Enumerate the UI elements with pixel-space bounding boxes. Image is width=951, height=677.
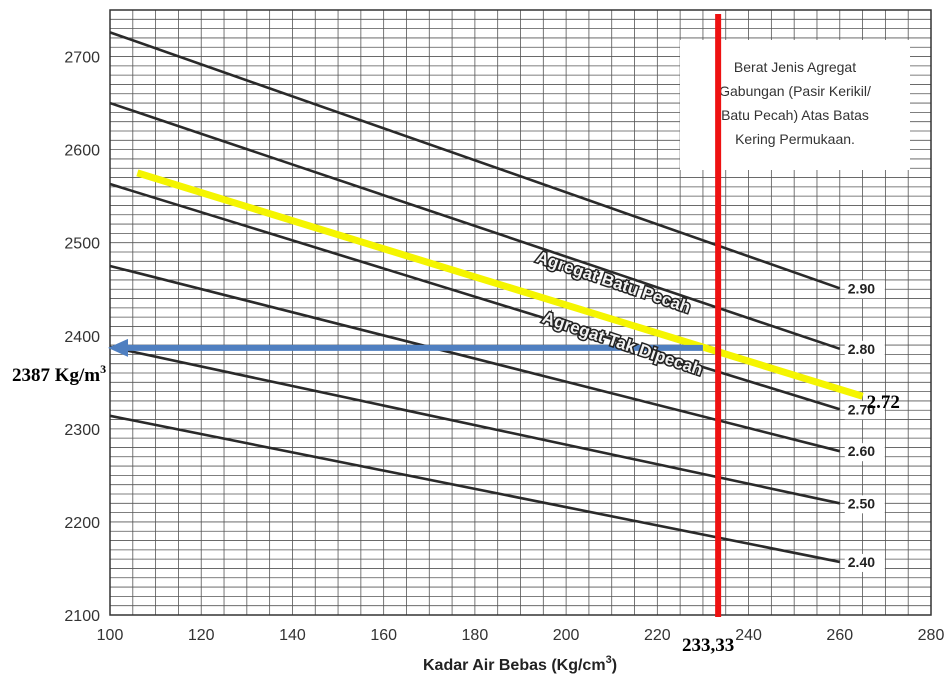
series-label-background	[844, 443, 885, 462]
x-tick-label: 280	[918, 627, 945, 644]
series-label: 2.80	[848, 341, 875, 357]
y-tick-label: 2500	[64, 236, 100, 253]
interpolated-line	[136, 169, 864, 400]
result-arrow-head	[108, 338, 128, 357]
series-label: 2.60	[848, 443, 875, 459]
series-label-background	[844, 280, 885, 299]
series-label: 2.70	[848, 401, 875, 417]
x-tick-label: 200	[553, 627, 580, 644]
series-label: 2.50	[848, 495, 875, 511]
x-tick-label: 100	[97, 627, 124, 644]
y-tick-label: 2100	[64, 608, 100, 625]
interpolated-line-label: 2.72	[867, 392, 900, 413]
series-label-background	[844, 401, 885, 420]
plot-frame	[109, 9, 932, 616]
annotations	[108, 14, 864, 617]
axes: 100 120 140 160 180 200 220 240 260 280 2100 2200 23…	[64, 9, 945, 644]
y-tick-label: 2300	[64, 422, 100, 439]
note-line-2: Gabungan (Pasir Kerikil/	[719, 83, 871, 99]
series-label-background	[844, 553, 885, 572]
note-line-4: Kering Permukaan.	[735, 131, 855, 147]
y-tick-label: 2400	[64, 329, 100, 346]
note-line-1: Berat Jenis Agregat	[734, 59, 856, 75]
series-label-background	[844, 340, 885, 359]
x-tick-label: 160	[370, 627, 397, 644]
series-labels: 2.90 2.80 2.70 2.60 2.50 2.40	[844, 280, 885, 572]
x-tick-label: 220	[644, 627, 671, 644]
vertical-line-label: 233,33	[682, 635, 734, 656]
series-label: 2.40	[848, 554, 875, 570]
y-tick-label: 2700	[64, 50, 100, 67]
x-axis-title: Kadar Air Bebas (Kg/cm3)	[423, 654, 617, 674]
x-tick-label: 180	[462, 627, 489, 644]
note-box: Berat Jenis Agregat Gabungan (Pasir Keri…	[680, 40, 910, 170]
x-tick-label: 140	[279, 627, 306, 644]
x-tick-label: 120	[188, 627, 215, 644]
y-tick-label: 2600	[64, 143, 100, 160]
result-value-text: 2387 Kg/m	[12, 365, 100, 386]
series-label-background	[844, 495, 885, 514]
x-tick-label: 260	[826, 627, 853, 644]
x-tick-label: 240	[735, 627, 762, 644]
y-tick-label: 2200	[64, 515, 100, 532]
result-value-label: 2387 Kg/m3	[12, 362, 106, 386]
series-label: 2.90	[848, 280, 875, 296]
note-line-3: Batu Pecah) Atas Batas	[721, 107, 869, 123]
result-value-unit-superscript: 3	[100, 362, 106, 376]
